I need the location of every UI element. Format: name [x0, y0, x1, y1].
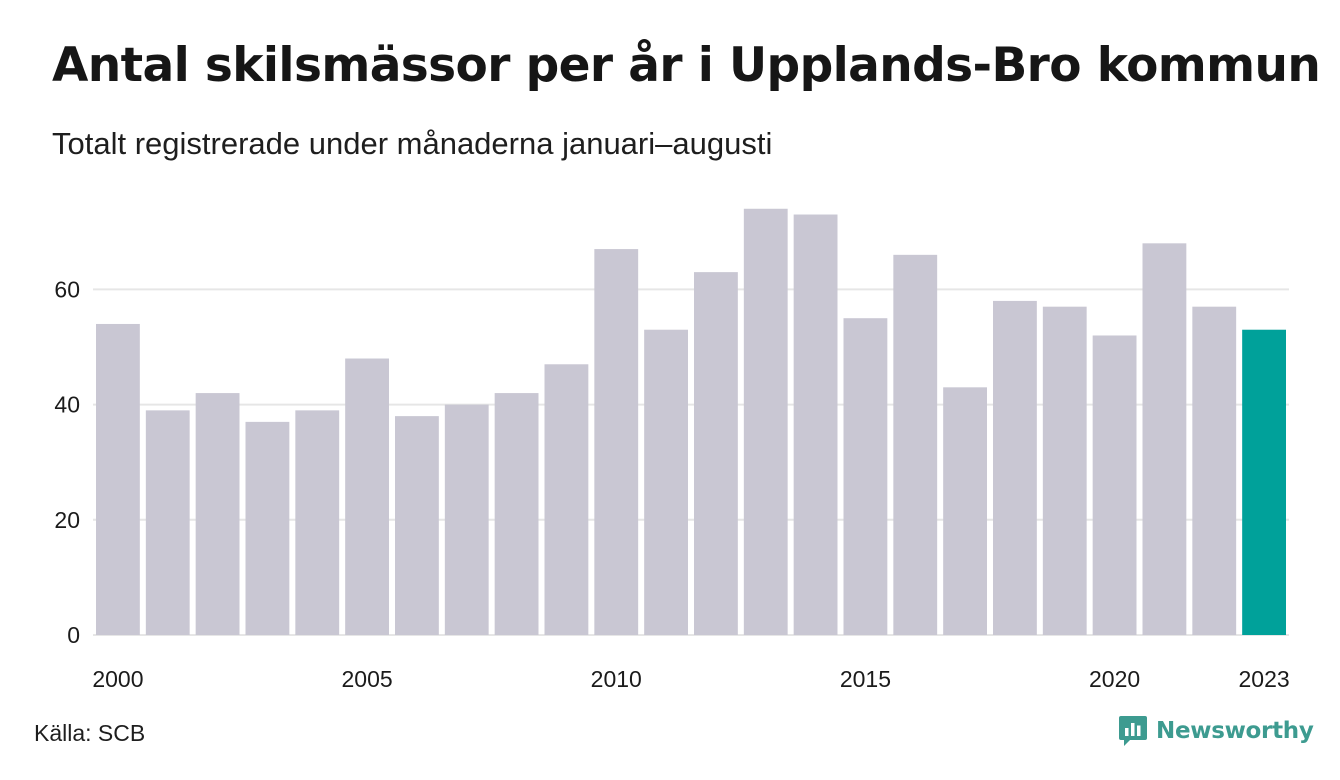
bar-2004 — [295, 410, 340, 635]
chart-title: Antal skilsmässor per år i Upplands-Bro … — [52, 38, 1321, 93]
brand-name: Newsworthy — [1156, 718, 1314, 744]
bar-layer — [96, 208, 1286, 635]
bar-2002 — [195, 393, 240, 635]
x-axis-tick-labels: 2000 2005 2010 2015 2020 2023 — [92, 666, 1289, 692]
bar-2012 — [694, 272, 738, 635]
bar-2008 — [494, 393, 539, 635]
bar-2000 — [96, 323, 140, 635]
chart-subtitle: Totalt registrerade under månaderna janu… — [52, 126, 773, 161]
y-tick-label: 60 — [54, 276, 80, 302]
x-tick-label: 2023 — [1238, 666, 1289, 692]
bar-2001 — [145, 410, 190, 635]
bar-2013 — [743, 208, 788, 635]
bar-2016 — [893, 254, 938, 635]
y-axis-tick-labels: 0 20 40 60 — [54, 276, 80, 648]
bar-2015 — [843, 318, 888, 635]
bar-2007 — [444, 404, 489, 635]
x-tick-label: 2005 — [341, 666, 392, 692]
bar-2009 — [544, 364, 589, 635]
y-tick-label: 40 — [54, 392, 80, 418]
bar-2021 — [1142, 243, 1187, 635]
x-tick-label: 2010 — [591, 666, 642, 692]
bar-2005 — [345, 358, 389, 635]
bar-2010 — [594, 249, 639, 635]
bar-2006 — [395, 416, 439, 635]
bar-2003 — [245, 421, 290, 635]
x-tick-label: 2015 — [840, 666, 891, 692]
grid-layer — [93, 288, 1289, 636]
source-credit: Källa: SCB — [34, 720, 146, 746]
y-tick-label: 20 — [54, 507, 80, 533]
bar-2023 — [1242, 329, 1286, 635]
bar-2019 — [1042, 306, 1087, 635]
bar-2014 — [793, 214, 838, 635]
newsworthy-logo-icon — [1119, 716, 1147, 746]
x-tick-label: 2020 — [1089, 666, 1140, 692]
bar-2011 — [644, 329, 688, 635]
y-tick-label: 0 — [67, 622, 80, 648]
x-tick-label: 2000 — [92, 666, 143, 692]
brand-logo[interactable]: Newsworthy — [1118, 714, 1314, 748]
bar-2020 — [1092, 335, 1137, 635]
bar-2017 — [943, 387, 987, 635]
bar-2018 — [993, 300, 1037, 635]
bar-2022 — [1192, 306, 1237, 635]
